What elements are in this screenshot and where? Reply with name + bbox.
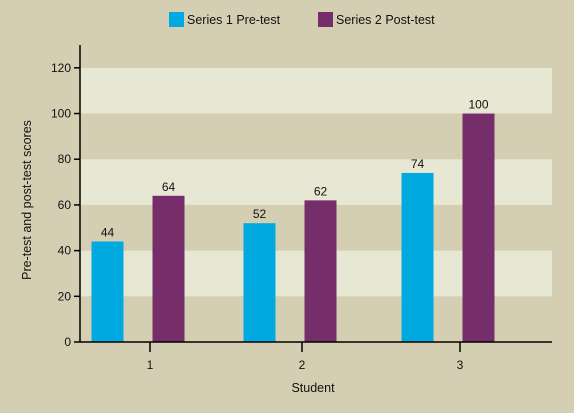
legend: Series 1 Pre-test Series 2 Post-test xyxy=(169,12,435,27)
bar-series-2-student-1 xyxy=(152,195,185,342)
data-label-series-2-student-3: 100 xyxy=(468,98,488,112)
legend-swatch-series-1 xyxy=(169,12,184,27)
data-labels: 44 64 52 62 74 100 xyxy=(101,98,489,240)
legend-label-series-2: Series 2 Post-test xyxy=(336,13,435,27)
x-tick-label: 1 xyxy=(147,358,154,372)
data-label-series-1-student-2: 52 xyxy=(253,207,267,221)
data-label-series-2-student-2: 62 xyxy=(314,184,328,198)
x-axis-title: Student xyxy=(291,381,335,395)
legend-swatch-series-2 xyxy=(318,12,333,27)
x-axis-ticks: 1 2 3 xyxy=(147,342,464,372)
grid-band xyxy=(80,67,552,114)
bar-series-1-student-3 xyxy=(401,172,434,342)
axes xyxy=(79,45,552,343)
y-axis-title: Pre-test and post-test scores xyxy=(20,120,34,280)
x-tick-label: 2 xyxy=(299,358,306,372)
y-tick-label: 0 xyxy=(64,335,71,349)
y-tick-label: 40 xyxy=(58,244,72,258)
y-tick-label: 80 xyxy=(58,152,72,166)
legend-label-series-1: Series 1 Pre-test xyxy=(187,13,281,27)
bar-series-2-student-2 xyxy=(304,200,337,342)
x-tick-label: 3 xyxy=(457,358,464,372)
y-tick-label: 100 xyxy=(51,107,71,121)
y-tick-label: 60 xyxy=(58,198,72,212)
bars xyxy=(91,113,495,343)
bar-series-2-student-3 xyxy=(462,113,495,343)
y-tick-label: 120 xyxy=(51,61,71,75)
y-axis-ticks: 0 20 40 60 80 100 120 xyxy=(51,61,80,349)
data-label-series-1-student-3: 74 xyxy=(411,157,425,171)
data-label-series-1-student-1: 44 xyxy=(101,225,115,239)
bar-series-1-student-2 xyxy=(243,223,276,342)
y-tick-label: 20 xyxy=(58,289,72,303)
data-label-series-2-student-1: 64 xyxy=(162,180,176,194)
bar-series-1-student-1 xyxy=(91,241,124,342)
grid-band xyxy=(80,45,552,68)
